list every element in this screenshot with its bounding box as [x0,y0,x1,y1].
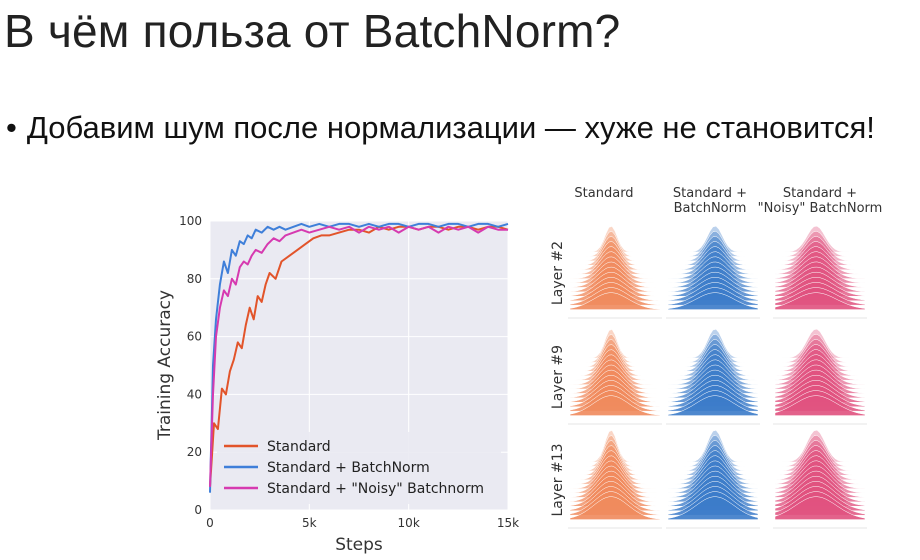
legend: Standard Standard + BatchNorm Standard + "… [224,439,484,497]
column-label: Standard + [783,186,857,201]
column-label: "Noisy" BatchNorm [758,201,883,216]
ridge-curve [775,429,865,463]
ridge-curve [774,334,866,363]
ridge-panel [568,430,662,529]
ridge-panel [773,429,867,529]
column-label: BatchNorm [674,201,747,216]
legend-label: Standard + "Noisy" Batchnorm [267,481,484,497]
row-label: Layer #13 [550,443,566,516]
ridge-curve [569,435,661,467]
bullet-text: Добавим шум после нормализации — хуже не… [26,110,875,145]
ridge-curve [569,334,661,363]
ridge-curve [667,334,759,363]
ridge-panel [773,225,867,319]
ridge-curve [570,430,660,463]
axis-ticks: 0 5k 10k 15k 0 20 40 60 80 100 [179,214,519,530]
ridge-panel [666,329,760,425]
ridge-panel [666,225,760,319]
series-lines [209,222,509,493]
ridge-curve [774,231,866,257]
bullet-dot: • [6,110,17,145]
x-tick-label: 10k [398,516,420,530]
legend-box [217,432,501,504]
ridge-curve [775,328,865,359]
ridge-curve [667,395,759,416]
y-tick-label: 20 [187,445,202,459]
ridge-panel [773,328,867,425]
bullet-point: • Добавим шум после нормализации — хуже н… [6,110,875,146]
column-label: Standard + [673,186,747,201]
ridge-panels [568,225,867,529]
ridge-curve [667,292,759,310]
y-tick-label: 40 [187,387,202,401]
ridge-curve [570,329,660,359]
ridge-curve [774,395,866,416]
ridge-curve [774,496,866,520]
ridge-curve [569,395,661,416]
y-axis-label: Training Accuracy [155,290,175,441]
x-tick-label: 5k [302,516,317,530]
y-tick-label: 60 [187,330,202,344]
ridge-curve [774,435,866,467]
legend-label: Standard + BatchNorm [267,460,430,476]
ridge-panel [568,329,662,425]
ridge-panel [666,430,760,529]
ridge-curve [668,329,758,359]
y-tick-label: 100 [179,214,202,228]
y-tick-label: 80 [187,272,202,286]
ridge-curve [569,292,661,310]
series-line [209,225,508,487]
y-tick-label: 0 [194,503,202,517]
ridge-curve [667,231,759,257]
x-tick-label: 0 [206,516,214,530]
x-axis-label: Steps [335,535,383,555]
ridge-curve [667,496,759,520]
ridge-curve [775,225,865,253]
row-label: Layer #9 [550,345,566,409]
legend-label: Standard [267,439,331,455]
row-labels: Layer #2 Layer #9 Layer #13 [550,241,566,517]
slide-title: В чём польза от BatchNorm? [4,5,621,57]
x-tick-label: 15k [497,516,519,530]
ridge-curve [668,225,758,253]
row-label: Layer #2 [550,241,566,305]
ridge-curve [774,292,866,310]
column-label: Standard [574,186,633,201]
ridge-curve [569,496,661,520]
series-line [209,222,509,493]
ridge-panel [568,226,662,319]
